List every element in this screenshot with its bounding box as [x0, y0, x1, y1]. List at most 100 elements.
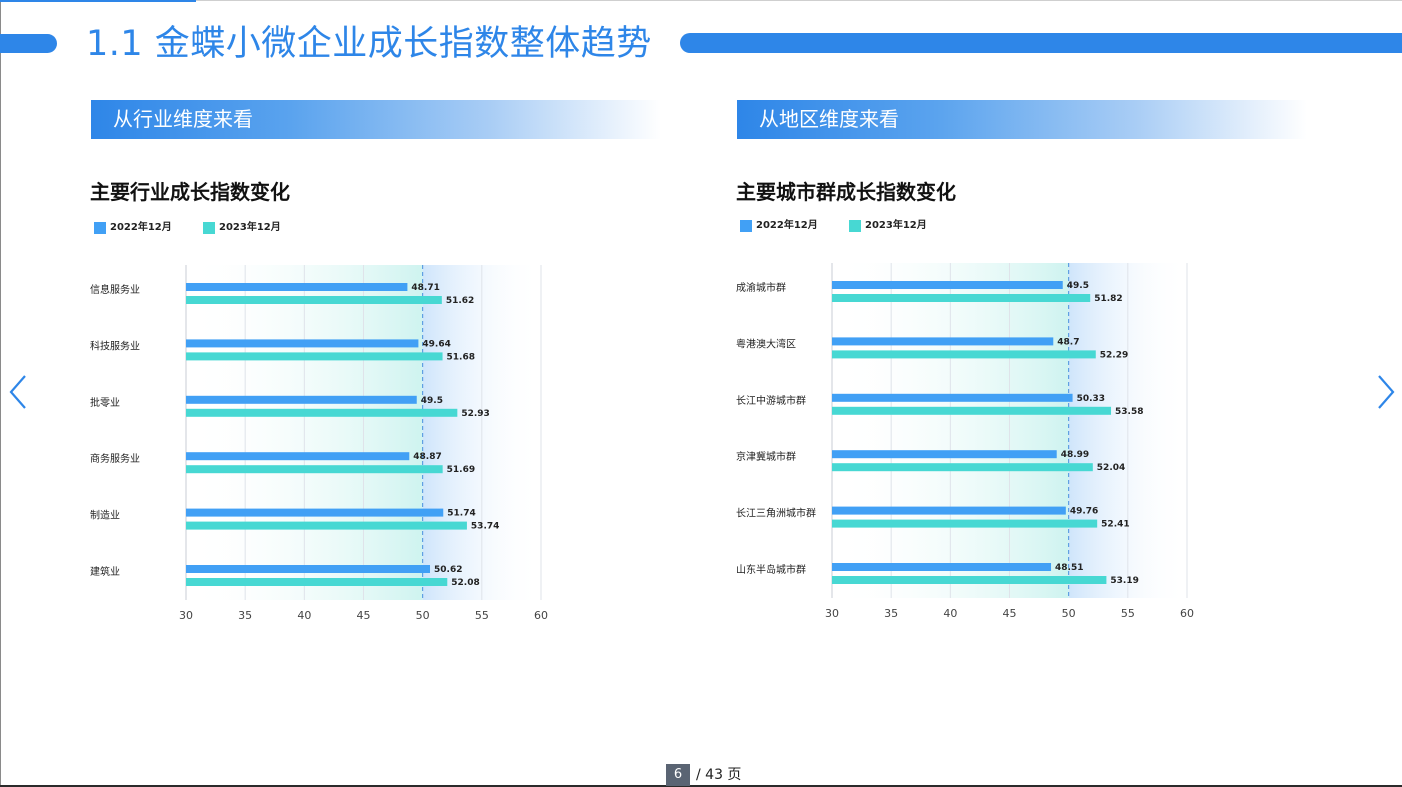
- chart-title-industry: 主要行业成长指数变化: [90, 180, 290, 204]
- title-decor-right: [680, 33, 1402, 53]
- bar-2022: [186, 395, 417, 404]
- bar-2023: [832, 350, 1096, 359]
- bar-2023: [186, 465, 443, 474]
- x-tick-label: 55: [475, 609, 489, 622]
- x-tick-label: 45: [1003, 607, 1017, 620]
- data-label: 51.74: [447, 509, 475, 519]
- bar-2022: [186, 339, 419, 348]
- bar-2023: [832, 519, 1098, 528]
- prev-slide-arrow-icon[interactable]: [6, 372, 30, 412]
- bar-2023: [186, 296, 442, 304]
- x-tick-label: 60: [534, 609, 548, 622]
- category-label: 信息服务业: [90, 283, 140, 296]
- category-label: 山东半岛城市群: [736, 563, 806, 576]
- legend-label: 2022年12月: [110, 222, 172, 233]
- next-slide-arrow-icon[interactable]: [1374, 372, 1398, 412]
- bar-2022: [832, 281, 1063, 289]
- bar-2022: [832, 337, 1054, 346]
- legend-swatch-2023: [203, 222, 215, 234]
- bar-2022: [186, 283, 408, 291]
- data-label: 52.41: [1101, 520, 1129, 530]
- industry-bar-chart: 30 35 40 45 50 55 60 信息服务业 48.71 51.62 科技服务业 49.64 5…: [90, 265, 548, 622]
- data-label: 50.62: [434, 565, 462, 575]
- data-label: 49.64: [422, 339, 450, 349]
- bar-2023: [832, 406, 1112, 415]
- x-tick-label: 35: [884, 607, 898, 620]
- x-tick-label: 35: [238, 609, 252, 622]
- page-title: 1.1 金蝶小微企业成长指数整体趋势: [86, 24, 652, 64]
- data-label: 48.71: [411, 283, 439, 293]
- bar-2023: [832, 463, 1093, 472]
- region-bar-chart: 30 35 40 45 50 55 60 成渝城市群 49.5 51.82 粤港澳大湾区 48.7 52…: [736, 263, 1194, 620]
- category-label: 成渝城市群: [736, 281, 786, 294]
- chart-title-region: 主要城市群成长指数变化: [736, 180, 956, 204]
- x-tick-label: 40: [297, 609, 311, 622]
- bar-2023: [186, 352, 443, 361]
- bar-2023: [186, 521, 467, 530]
- x-tick-label: 50: [1062, 607, 1076, 620]
- x-tick-label: 30: [825, 607, 839, 620]
- x-tick-label: 50: [416, 609, 430, 622]
- section-header-industry: 从行业维度来看: [91, 100, 661, 139]
- frame-left: [0, 0, 1, 787]
- category-label: 商务服务业: [90, 452, 140, 465]
- data-label: 48.51: [1055, 563, 1083, 573]
- bar-2023: [186, 578, 448, 586]
- bar-2022: [832, 393, 1073, 402]
- top-accent-bar: [0, 0, 196, 2]
- data-label: 51.68: [447, 352, 475, 362]
- frame-top: [0, 0, 1402, 1]
- data-label: 53.74: [471, 522, 499, 532]
- data-label: 51.62: [446, 296, 474, 306]
- bar-2022: [186, 452, 410, 461]
- frame-bottom: [0, 785, 1402, 787]
- data-label: 50.33: [1077, 394, 1105, 404]
- legend-industry: 2022年12月 2023年12月: [94, 221, 394, 235]
- data-label: 48.99: [1061, 450, 1089, 460]
- category-label: 批零业: [90, 396, 120, 409]
- total-pages-label: / 43 页: [696, 767, 742, 783]
- legend-label: 2022年12月: [756, 220, 818, 231]
- category-label: 长江三角洲城市群: [736, 507, 816, 520]
- data-label: 52.93: [461, 409, 489, 419]
- x-tick-label: 60: [1180, 607, 1194, 620]
- legend-label: 2023年12月: [219, 222, 281, 233]
- data-label: 49.5: [1067, 281, 1089, 291]
- data-label: 52.04: [1097, 463, 1125, 473]
- bar-2022: [186, 508, 444, 517]
- legend-swatch-2022: [94, 222, 106, 234]
- data-label: 48.7: [1057, 337, 1079, 347]
- data-label: 53.19: [1110, 576, 1138, 586]
- bar-2023: [832, 294, 1091, 302]
- data-label: 51.69: [447, 465, 475, 475]
- legend-swatch-2023: [849, 220, 861, 232]
- category-label: 京津冀城市群: [736, 450, 796, 463]
- bar-2022: [832, 450, 1057, 459]
- x-tick-label: 40: [943, 607, 957, 620]
- category-label: 粤港澳大湾区: [736, 337, 796, 350]
- category-label: 科技服务业: [90, 339, 140, 352]
- x-tick-label: 55: [1121, 607, 1135, 620]
- data-label: 49.76: [1070, 507, 1098, 517]
- bar-2023: [186, 408, 458, 417]
- bar-2022: [832, 563, 1052, 571]
- data-label: 49.5: [421, 396, 443, 406]
- data-label: 52.08: [451, 578, 479, 588]
- legend-region: 2022年12月 2023年12月: [740, 219, 1040, 233]
- legend-label: 2023年12月: [865, 220, 927, 231]
- title-decor-left: [0, 34, 57, 53]
- legend-swatch-2022: [740, 220, 752, 232]
- category-label: 制造业: [90, 509, 120, 522]
- current-page-input[interactable]: 6: [666, 764, 690, 786]
- x-tick-label: 45: [357, 609, 371, 622]
- section-header-region: 从地区维度来看: [737, 100, 1307, 139]
- category-label: 长江中游城市群: [736, 394, 806, 407]
- bar-2023: [832, 576, 1107, 584]
- data-label: 53.58: [1115, 407, 1143, 417]
- bar-2022: [186, 565, 431, 573]
- data-label: 48.87: [413, 452, 441, 462]
- x-tick-label: 30: [179, 609, 193, 622]
- bar-2022: [832, 506, 1066, 515]
- category-label: 建筑业: [90, 565, 120, 578]
- data-label: 52.29: [1100, 350, 1128, 360]
